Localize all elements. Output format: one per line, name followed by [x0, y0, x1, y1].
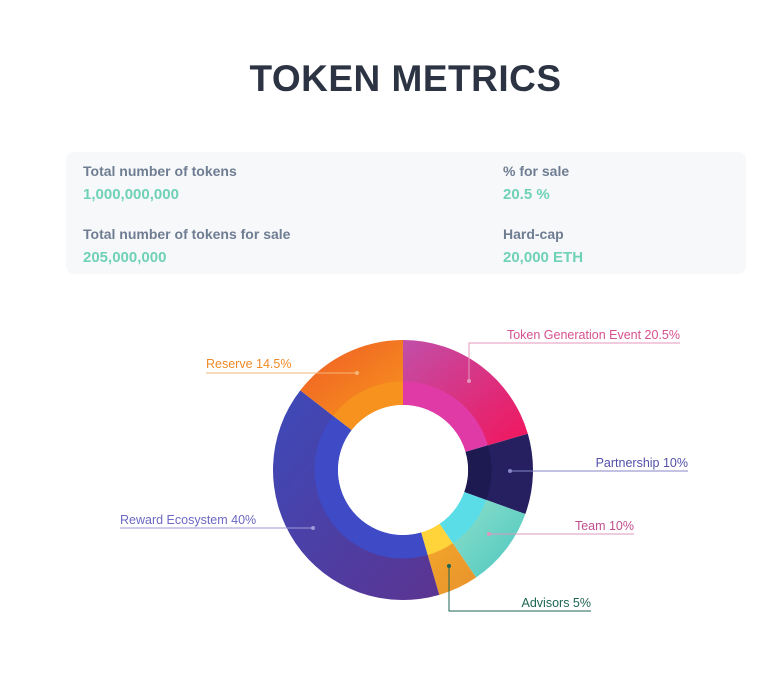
metric-value: 205,000,000 — [83, 249, 167, 266]
callout-dot-token-generation-event — [467, 379, 471, 383]
slice-reserve — [300, 340, 403, 417]
metric-value: 1,000,000,000 — [83, 186, 179, 203]
callout-label-reserve: Reserve 14.5% — [206, 357, 291, 371]
callout-line-advisors — [448, 566, 591, 612]
metric-label: % for sale — [503, 163, 570, 179]
metrics-card: Total number of tokens 1,000,000,000 % f… — [66, 152, 746, 274]
slice-reward-ecosystem — [273, 390, 440, 601]
metric-label: Hard-cap — [503, 226, 564, 242]
callout-label-reward-ecosystem: Reward Ecosystem 40% — [120, 513, 256, 527]
slice-partnership-inner — [464, 445, 492, 500]
callout-dot-advisors — [447, 564, 451, 568]
callout-label-token-generation-event: Token Generation Event 20.5% — [507, 328, 680, 342]
callout-label-partnership: Partnership 10% — [596, 456, 688, 470]
callout-dot-reserve — [355, 371, 359, 375]
callout-label-team: Team 10% — [575, 519, 634, 533]
slice-token-generation-event — [403, 340, 528, 446]
callout-dot-partnership — [508, 469, 512, 473]
slice-advisors-inner — [421, 523, 453, 555]
metric-tokens-for-sale: Total number of tokens for sale 205,000,… — [83, 226, 290, 267]
metric-total-tokens: Total number of tokens 1,000,000,000 — [83, 163, 237, 204]
metric-hard-cap: Hard-cap 20,000 ETH — [503, 226, 583, 267]
callout-dot-team — [487, 532, 491, 536]
slice-team — [452, 499, 526, 578]
slice-advisors — [427, 542, 477, 595]
slice-reserve-inner — [333, 381, 403, 431]
metric-percent-for-sale: % for sale 20.5 % — [503, 163, 569, 204]
donut-hole — [338, 405, 468, 535]
slice-partnership — [485, 433, 534, 515]
slice-team-inner — [439, 492, 487, 544]
page-title: TOKEN METRICS — [249, 58, 562, 99]
metric-value: 20.5 % — [503, 186, 550, 203]
callout-line-token-generation-event — [468, 342, 680, 381]
callout-dot-reward-ecosystem — [311, 526, 315, 530]
metric-value: 20,000 ETH — [503, 249, 584, 266]
slice-token-generation-event-inner — [403, 381, 488, 452]
metric-label: Total number of tokens — [83, 163, 237, 179]
metric-label: Total number of tokens for sale — [83, 226, 291, 242]
callout-label-advisors: Advisors 5% — [522, 596, 591, 610]
slice-reward-ecosystem-inner — [314, 415, 428, 559]
